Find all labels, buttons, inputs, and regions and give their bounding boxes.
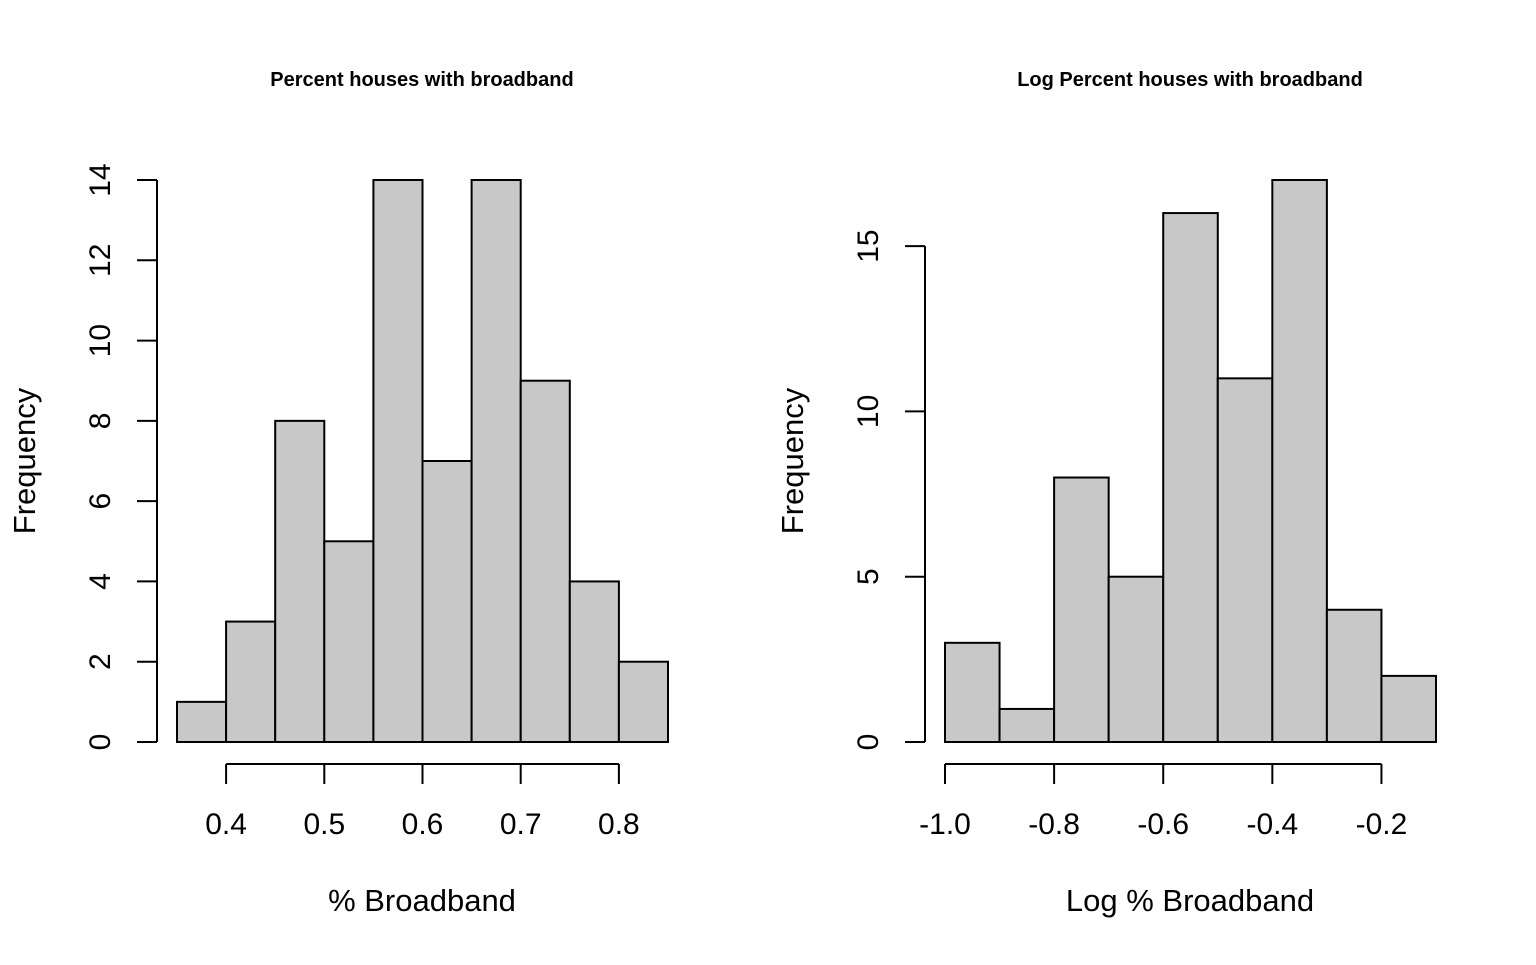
histogram-bar [1053,476,1110,743]
histogram-bar [617,660,670,744]
histogram-bar [1216,377,1274,743]
y-tick-label: 2 [84,653,117,670]
x-tick-label: -1.0 [919,808,971,841]
x-tick-label: -0.2 [1356,808,1408,841]
x-tick-label: 0.7 [500,808,542,841]
y-tick-label: 10 [84,324,117,357]
histogram-bar [568,580,620,744]
y-tick-label: 0 [84,734,117,751]
histogram-bar [274,419,326,743]
histogram-bar [421,460,473,743]
histogram-bar [1162,212,1219,743]
histogram-bar [323,540,375,743]
y-tick-label: 0 [852,734,885,751]
x-axis-title: % Broadband [328,883,516,918]
y-tick-label: 10 [852,395,885,428]
y-axis-title: Frequency [775,387,810,534]
histogram-bar [1380,674,1438,743]
x-tick-label: -0.6 [1137,808,1189,841]
y-tick-label: 14 [84,163,117,196]
x-axis: -1.0 -0.8 -0.6 -0.4 -0.2 [919,763,1408,841]
y-tick-label: 4 [84,573,117,590]
histogram-bar [225,620,277,743]
x-tick-label: 0.4 [205,808,247,841]
x-axis: 0.4 0.5 0.6 0.7 0.8 [205,763,640,841]
histogram-bar [176,700,228,743]
y-axis: 0 2 4 6 8 10 12 14 [84,163,158,751]
x-tick-label: 0.8 [598,808,640,841]
y-tick-label: 8 [84,413,117,430]
histogram-panel-broadband: Percent houses with broadband % Broadban… [7,69,670,918]
histogram-bar [470,179,522,743]
histogram-panel-log-broadband: Log Percent houses with broadband Log % … [775,69,1438,918]
x-tick-label: 0.6 [402,808,444,841]
histogram-bar [944,641,1001,744]
y-tick-label: 6 [84,493,117,510]
bars [944,179,1438,744]
histogram-bar [519,379,571,743]
histogram-bar [1271,179,1328,743]
y-axis-title: Frequency [7,387,42,534]
x-tick-label: 0.5 [303,808,345,841]
x-axis-title: Log % Broadband [1066,883,1314,918]
histogram-bar [372,179,424,743]
x-tick-label: -0.4 [1246,808,1298,841]
y-tick-label: 12 [84,244,117,277]
y-tick-label: 15 [852,229,885,262]
y-tick-label: 5 [852,568,885,585]
bars [176,179,670,744]
histogram-bar [1325,608,1383,743]
chart-title: Log Percent houses with broadband [1017,69,1363,91]
y-axis: 0 5 10 15 [852,229,926,751]
x-tick-label: -0.8 [1028,808,1080,841]
histogram-bar [998,707,1056,743]
histogram-bar [1107,575,1165,743]
chart-title: Percent houses with broadband [270,69,573,91]
